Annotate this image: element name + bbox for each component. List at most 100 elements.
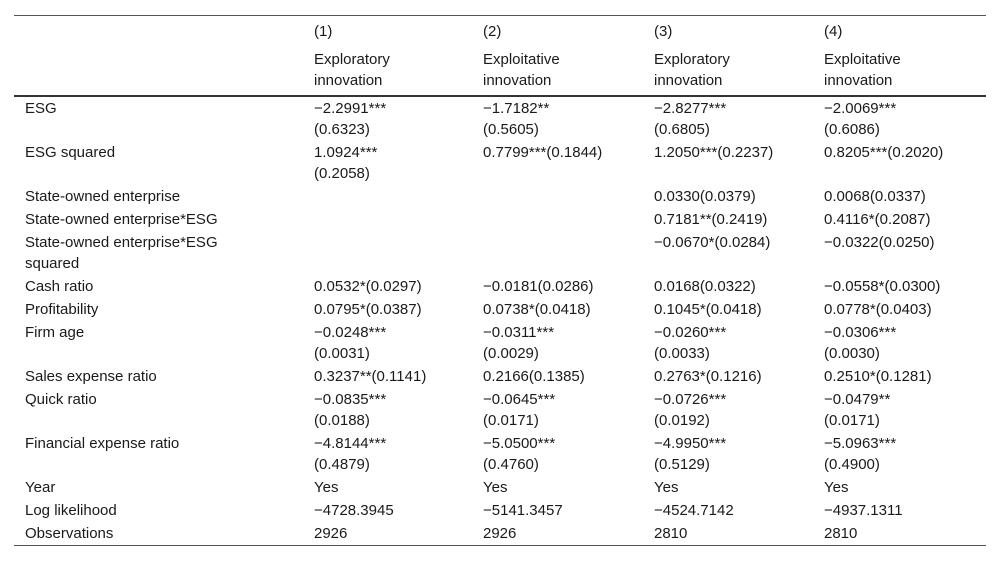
cell-value: 0.2763*(0.1216) — [654, 368, 762, 385]
column-title-line: innovation — [483, 72, 552, 89]
column-title: Exploratory innovation — [314, 49, 483, 97]
cell-value: 0.2510*(0.1281) — [824, 368, 932, 385]
row-label-line: squared — [25, 255, 80, 272]
cell-value: 0.0795*(0.0387) — [314, 301, 422, 318]
row-label: ESG — [14, 96, 314, 141]
table-cell — [483, 231, 654, 275]
cell-value: (0.4900) — [824, 456, 880, 473]
table-cell: 2810 — [654, 522, 824, 546]
table-cell: 2810 — [824, 522, 986, 546]
cell-value: Yes — [654, 479, 679, 496]
cell-value: −0.0670*(0.0284) — [654, 234, 771, 251]
cell-value: −0.0479** — [824, 391, 891, 408]
row-label-line: Cash ratio — [25, 278, 94, 295]
table-cell: −5141.3457 — [483, 499, 654, 522]
cell-value: −0.0248*** — [314, 324, 387, 341]
table-row: ESG squared 1.0924*** (0.2058) 0.7799***(0.… — [14, 141, 986, 185]
regression-table: (1) (2) (3) (4) Exploratory innovation Ex… — [14, 15, 986, 546]
table-cell: 0.1045*(0.0418) — [654, 298, 824, 321]
column-title-line: Exploratory — [654, 51, 730, 68]
table-cell: 2926 — [314, 522, 483, 546]
cell-value: −0.0645*** — [483, 391, 556, 408]
row-label: Profitability — [14, 298, 314, 321]
table-row: Cash ratio 0.0532*(0.0297) −0.0181(0.0286)… — [14, 275, 986, 298]
table-cell: −0.0181(0.0286) — [483, 275, 654, 298]
table-cell: 0.4116*(0.2087) — [824, 208, 986, 231]
cell-value: (0.2058) — [314, 165, 370, 182]
column-title-line: innovation — [824, 72, 893, 89]
cell-value: −0.0558*(0.0300) — [824, 278, 941, 295]
cell-value: −4.9950*** — [654, 435, 727, 452]
cell-value: −4728.3945 — [314, 502, 394, 519]
header-empty-cell — [14, 15, 314, 49]
cell-value: 0.0738*(0.0418) — [483, 301, 591, 318]
table-cell: 0.7799***(0.1844) — [483, 141, 654, 185]
table-cell: −0.0670*(0.0284) — [654, 231, 824, 275]
cell-value: −0.0835*** — [314, 391, 387, 408]
row-label: State-owned enterprise*ESG squared — [14, 231, 314, 275]
cell-value: (0.4879) — [314, 456, 370, 473]
table-row: Sales expense ratio 0.3237**(0.1141) 0.216… — [14, 365, 986, 388]
row-label-line: State-owned enterprise — [25, 188, 181, 205]
table-row: Observations 2926 2926 2810 2810 — [14, 522, 986, 546]
row-label: ESG squared — [14, 141, 314, 185]
cell-value: (0.6323) — [314, 121, 370, 138]
row-label-line: Quick ratio — [25, 391, 97, 408]
table-row: Firm age −0.0248*** (0.0031) −0.0311*** (0.0… — [14, 321, 986, 365]
table-cell: 0.2763*(0.1216) — [654, 365, 824, 388]
table-cell: −5.0500*** (0.4760) — [483, 432, 654, 476]
cell-value: Yes — [314, 479, 339, 496]
table-cell: −0.0479** (0.0171) — [824, 388, 986, 432]
cell-value: Yes — [824, 479, 849, 496]
table-cell: 0.8205***(0.2020) — [824, 141, 986, 185]
table-row: Log likelihood −4728.3945 −5141.3457 −4524.… — [14, 499, 986, 522]
column-number: (4) — [824, 15, 986, 49]
table-cell: 0.0168(0.0322) — [654, 275, 824, 298]
cell-value: −0.0726*** — [654, 391, 727, 408]
row-label-line: ESG squared — [25, 144, 116, 161]
table-cell: −2.8277*** (0.6805) — [654, 96, 824, 141]
cell-value: −4937.1311 — [824, 502, 903, 519]
table-cell: 0.2510*(0.1281) — [824, 365, 986, 388]
row-label-line: Observations — [25, 525, 114, 542]
column-number: (2) — [483, 15, 654, 49]
table-cell: −4937.1311 — [824, 499, 986, 522]
cell-value: (0.0030) — [824, 345, 880, 362]
cell-value: −5141.3457 — [483, 502, 563, 519]
column-title-line: innovation — [314, 72, 383, 89]
cell-value: −5.0500*** — [483, 435, 556, 452]
column-title-line: Exploratory — [314, 51, 390, 68]
table-cell — [314, 208, 483, 231]
cell-value: (0.5129) — [654, 456, 710, 473]
table-row: State-owned enterprise 0.0330(0.0379) 0.00… — [14, 185, 986, 208]
table-cell: 0.0532*(0.0297) — [314, 275, 483, 298]
table-cell: 0.3237**(0.1141) — [314, 365, 483, 388]
row-label-line: Sales expense ratio — [25, 368, 157, 385]
row-label: Log likelihood — [14, 499, 314, 522]
cell-value: (0.5605) — [483, 121, 539, 138]
cell-value: 0.0068(0.0337) — [824, 188, 926, 205]
row-label: Sales expense ratio — [14, 365, 314, 388]
cell-value: (0.0171) — [824, 412, 880, 429]
row-label-line: State-owned enterprise*ESG — [25, 211, 218, 228]
cell-value: −0.0260*** — [654, 324, 727, 341]
table-cell: −5.0963*** (0.4900) — [824, 432, 986, 476]
cell-value: 0.7181**(0.2419) — [654, 211, 768, 228]
table-cell: −4.9950*** (0.5129) — [654, 432, 824, 476]
cell-value: −5.0963*** — [824, 435, 897, 452]
table-row: State-owned enterprise*ESG 0.7181**(0.241… — [14, 208, 986, 231]
table-cell: 0.2166(0.1385) — [483, 365, 654, 388]
cell-value: −2.0069*** — [824, 100, 897, 117]
table-cell: −0.0260*** (0.0033) — [654, 321, 824, 365]
row-label: Quick ratio — [14, 388, 314, 432]
cell-value: 0.4116*(0.2087) — [824, 211, 931, 228]
table-cell: −0.0835*** (0.0188) — [314, 388, 483, 432]
table-row: Profitability 0.0795*(0.0387) 0.0738*(0.04… — [14, 298, 986, 321]
cell-value: 0.2166(0.1385) — [483, 368, 585, 385]
table-cell — [314, 185, 483, 208]
row-label-line: ESG — [25, 100, 57, 117]
table-cell — [483, 185, 654, 208]
column-number: (3) — [654, 15, 824, 49]
table-cell: 0.0330(0.0379) — [654, 185, 824, 208]
row-label-line: State-owned enterprise*ESG — [25, 234, 218, 251]
